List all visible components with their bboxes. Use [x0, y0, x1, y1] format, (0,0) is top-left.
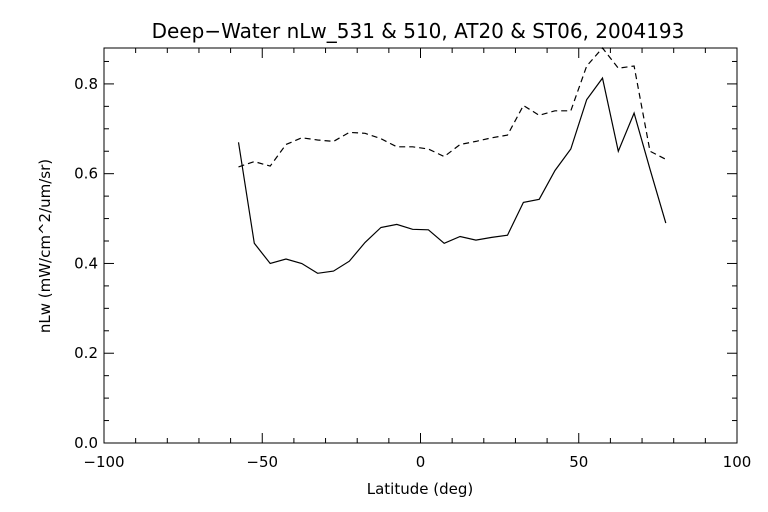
- axis-ticks: [103, 48, 738, 444]
- y-axis-label: nLw (mW/cm^2/um/sr): [36, 159, 54, 333]
- axis-tick-labels: −100 −50 0 50 100 0.0 0.2 0.4 0.6 0.8: [74, 75, 751, 471]
- x-tick-label: −50: [246, 453, 278, 471]
- series-layer: [237, 47, 667, 274]
- x-tick-label: 0: [416, 453, 426, 471]
- y-tick-label: 0.6: [74, 165, 98, 183]
- y-tick-label: 0.0: [74, 434, 98, 452]
- y-tick-label: 0.8: [74, 75, 98, 93]
- series-line-dashed: [238, 47, 667, 168]
- x-axis-label: Latitude (deg): [367, 480, 473, 498]
- series-line-solid: [237, 76, 667, 274]
- x-tick-label: 50: [569, 453, 588, 471]
- y-tick-label: 0.2: [74, 344, 98, 362]
- x-tick-label: 100: [723, 453, 752, 471]
- chart-title: Deep−Water nLw_531 & 510, AT20 & ST06, 2…: [152, 19, 685, 43]
- y-tick-label: 0.4: [74, 254, 98, 272]
- x-tick-label: −100: [83, 453, 124, 471]
